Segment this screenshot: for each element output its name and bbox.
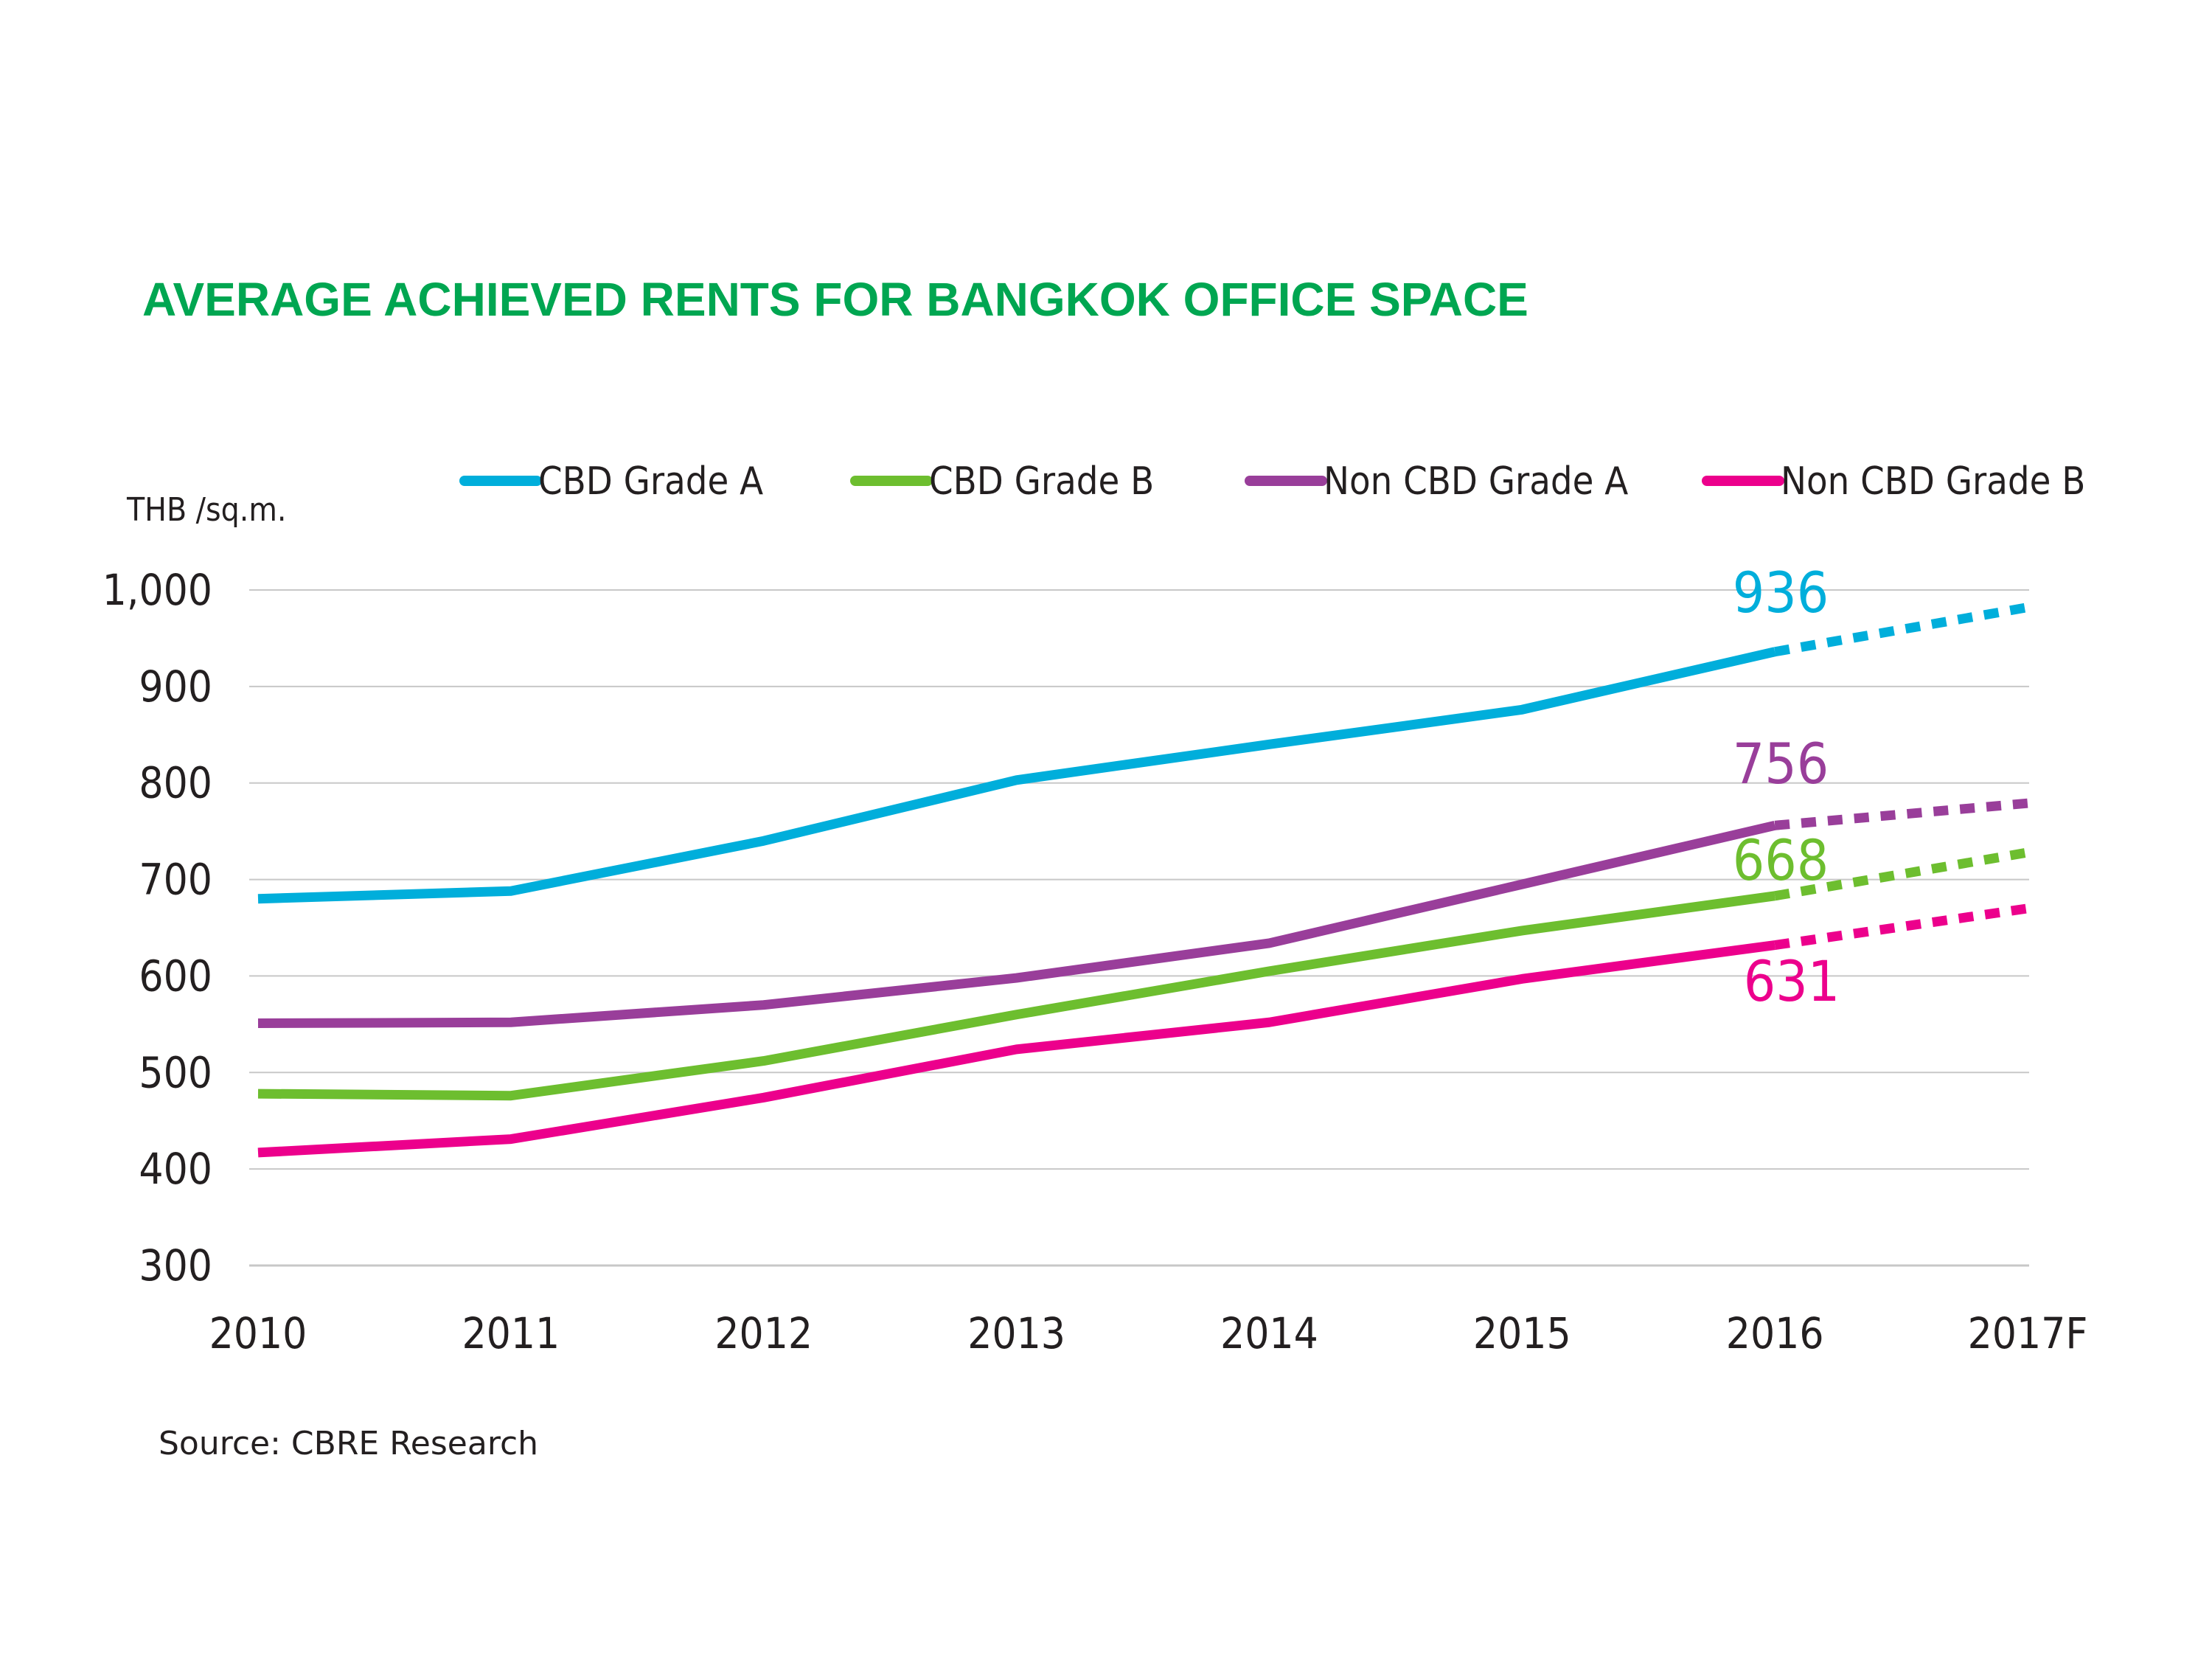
legend-label: Non CBD Grade A <box>1324 459 1628 504</box>
x-axis-ticks: 2010 2011 2012 2013 2014 2015 2016 2017F <box>209 1308 2088 1358</box>
series-line <box>257 647 1776 904</box>
x-tick-label: 2015 <box>1473 1308 1571 1358</box>
y-tick-label: 700 <box>139 855 212 905</box>
y-tick-label: 500 <box>139 1047 212 1097</box>
end-value-label: 756 <box>1733 731 1829 796</box>
y-tick-label: 800 <box>139 758 212 808</box>
gridlines <box>249 589 2029 1267</box>
y-tick-label: 400 <box>139 1144 212 1194</box>
end-labels: 936 668 756 631 <box>1733 560 1840 1014</box>
legend-label: Non CBD Grade B <box>1781 459 2085 504</box>
series-forecast-line <box>1774 603 2029 657</box>
legend: CBD Grade A CBD Grade B Non CBD Grade A Non… <box>459 459 2085 504</box>
series-forecast-line <box>1774 903 2028 950</box>
x-tick-label: 2010 <box>209 1308 307 1358</box>
end-value-label: 631 <box>1744 948 1840 1014</box>
legend-label: CBD Grade B <box>929 459 1154 504</box>
series-line <box>257 891 1776 1101</box>
x-tick-label: 2014 <box>1220 1308 1318 1358</box>
series-line <box>257 820 1776 1029</box>
x-tick-label: 2016 <box>1726 1308 1824 1358</box>
y-tick-label: 300 <box>139 1240 212 1291</box>
x-tick-label: 2012 <box>714 1308 813 1358</box>
end-value-label: 668 <box>1733 827 1829 893</box>
x-tick-label: 2017F <box>1968 1308 2088 1358</box>
series-lines <box>257 603 2029 1158</box>
series-line <box>257 940 1776 1158</box>
end-value-label: 936 <box>1733 560 1829 625</box>
y-tick-label: 1,000 <box>102 565 212 615</box>
y-axis-label: THB /sq.m. <box>126 491 286 529</box>
chart-title: AVERAGE ACHIEVED RENTS FOR BANGKOK OFFIC… <box>142 273 1528 326</box>
series-forecast-line <box>1774 847 2029 901</box>
series-forecast-line <box>1774 798 2028 830</box>
x-tick-label: 2013 <box>967 1308 1065 1358</box>
source-note: Source: CBRE Research <box>159 1425 538 1462</box>
y-tick-label: 900 <box>139 662 212 712</box>
y-tick-label: 600 <box>139 951 212 1001</box>
y-axis-ticks: 300 400 500 600 700 800 900 1,000 <box>102 565 212 1291</box>
x-tick-label: 2011 <box>462 1308 560 1358</box>
legend-label: CBD Grade A <box>538 459 763 504</box>
